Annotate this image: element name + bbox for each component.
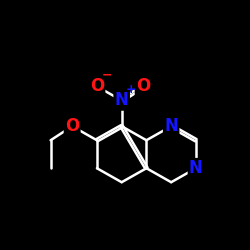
Text: N: N [115,92,128,110]
Text: O: O [65,117,79,135]
Text: +: + [126,83,136,96]
Text: −: − [101,69,112,82]
Text: N: N [164,117,178,135]
Text: O: O [90,78,104,96]
Text: N: N [189,159,203,177]
Text: O: O [136,78,150,96]
